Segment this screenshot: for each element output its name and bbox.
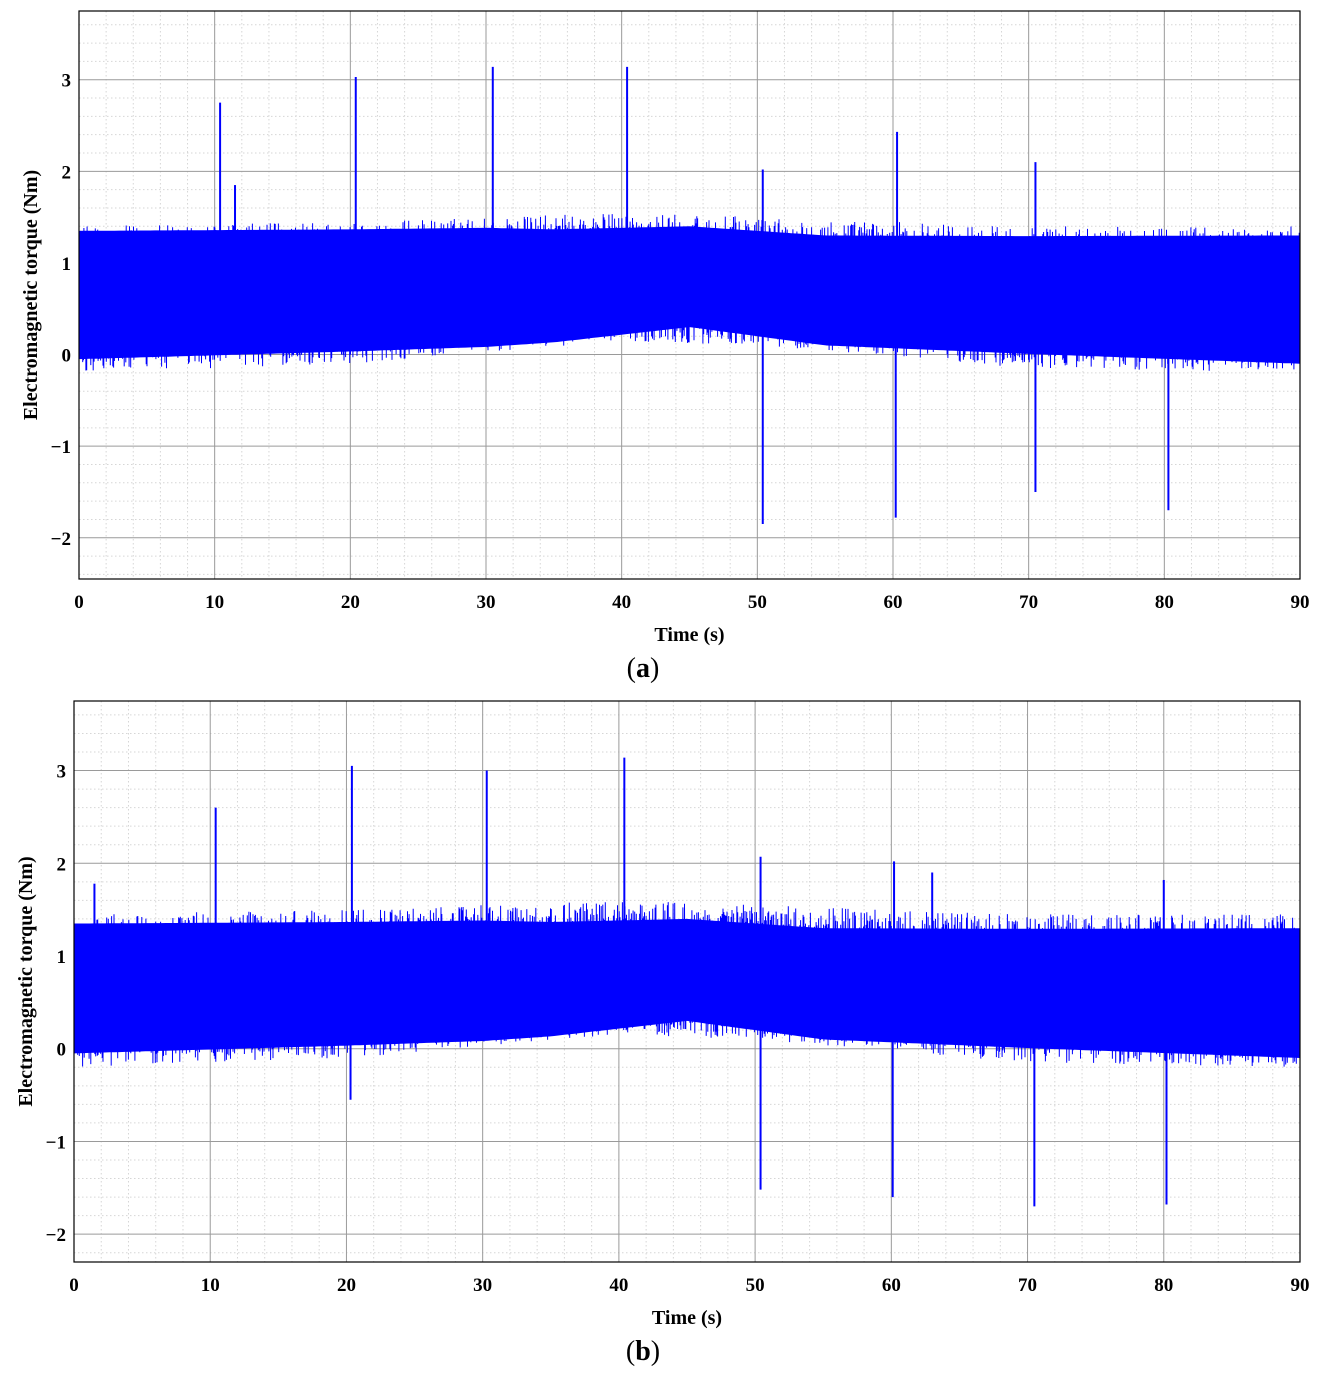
- x-tick-label: 90: [1291, 1275, 1310, 1296]
- chart-panel-a: 0 10 20 30 40 50 60 70 80 90 −2 −1 0 1 2 3 Time (s) Elect…: [0, 0, 1317, 690]
- x-tick-label: 40: [612, 592, 631, 613]
- axes-frame: [73, 700, 1301, 1263]
- signal-noise: [74, 902, 1300, 1067]
- axes-frame: [78, 10, 1301, 580]
- x-axis-label: Time (s): [652, 1307, 722, 1329]
- x-tick-label: 80: [1155, 592, 1174, 613]
- series-line: [74, 757, 1300, 1207]
- y-tick-label: 3: [57, 762, 67, 783]
- y-tick-label: 2: [57, 854, 67, 875]
- x-tick-label: 90: [1291, 592, 1310, 613]
- x-tick-label: 0: [74, 592, 84, 613]
- x-tick-label: 20: [337, 1275, 356, 1296]
- x-tick-label: 60: [882, 1275, 901, 1296]
- chart-svg: 0 10 20 30 40 50 60 70 80 90 −2 −1 0 1 2 3 Time (s) Elect…: [15, 700, 1310, 1367]
- chart-panel-b: 0 10 20 30 40 50 60 70 80 90 −2 −1 0 1 2 3 Time (s) Elect…: [0, 690, 1317, 1380]
- panel-label: (a): [627, 653, 660, 684]
- x-tick-label: 30: [473, 1275, 492, 1296]
- x-tick-label: 0: [69, 1275, 79, 1296]
- x-tick-label: 10: [201, 1275, 220, 1296]
- y-tick-label: −2: [46, 1225, 66, 1246]
- y-tick-label: 2: [62, 162, 72, 183]
- y-axis-label: Electromagnetic torque (Nm): [20, 170, 42, 420]
- x-tick-label: 30: [477, 592, 496, 613]
- y-tick-label: 0: [62, 346, 72, 367]
- y-tick-label: 1: [57, 947, 67, 968]
- chart-svg: 0 10 20 30 40 50 60 70 80 90 −2 −1 0 1 2 3 Time (s) Elect…: [20, 10, 1310, 684]
- y-tick-label: 1: [62, 254, 72, 275]
- x-tick-label: 60: [884, 592, 903, 613]
- x-tick-label: 50: [746, 1275, 765, 1296]
- x-tick-label: 50: [748, 592, 767, 613]
- x-tick-label: 10: [205, 592, 224, 613]
- y-axis-label: Electromagnetic torque (Nm): [15, 856, 37, 1106]
- y-tick-label: −1: [51, 437, 71, 458]
- y-tick-label: 0: [57, 1040, 67, 1061]
- x-axis-label: Time (s): [654, 624, 724, 646]
- x-tick-label: 70: [1018, 1275, 1037, 1296]
- y-tick-label: −1: [46, 1132, 66, 1153]
- signal-noise: [79, 214, 1300, 371]
- y-tick-label: 3: [62, 71, 72, 92]
- x-tick-label: 80: [1154, 1275, 1173, 1296]
- x-tick-label: 20: [341, 592, 360, 613]
- y-tick-label: −2: [51, 529, 71, 550]
- x-tick-label: 70: [1019, 592, 1038, 613]
- series-line: [79, 66, 1300, 525]
- panel-label: (b): [626, 1336, 660, 1367]
- x-tick-label: 40: [609, 1275, 628, 1296]
